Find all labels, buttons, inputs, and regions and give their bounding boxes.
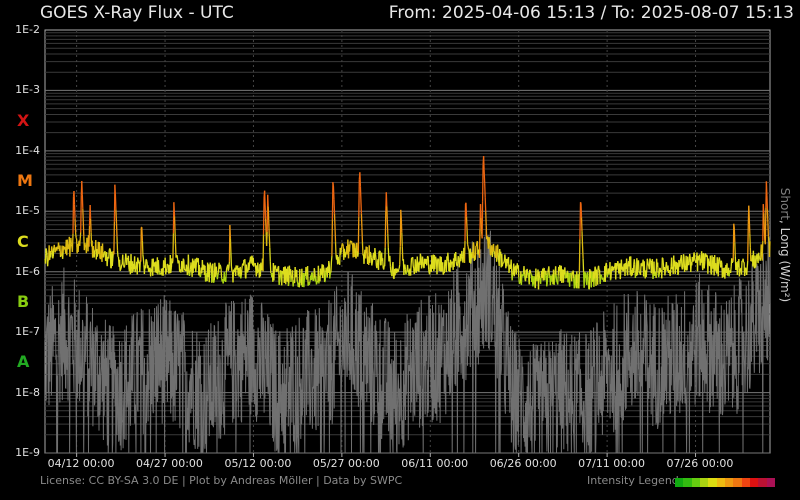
- chart-title: GOES X-Ray Flux - UTC: [40, 3, 234, 23]
- legend-swatch: [749, 478, 759, 487]
- y-tick-label: 1E-5: [15, 204, 40, 218]
- y-tick-label: 1E-6: [15, 264, 40, 278]
- legend-swatch: [716, 478, 725, 487]
- flare-class-x: X: [17, 110, 30, 130]
- short-channel-line: [44, 229, 771, 454]
- legend-swatch: [758, 478, 767, 487]
- flare-class-a: A: [17, 352, 30, 372]
- legend-swatch: [675, 478, 684, 487]
- y-axis-title-short: Short: [778, 187, 792, 220]
- x-tick-label: 07/26 00:00: [666, 457, 734, 470]
- legend-swatch: [699, 478, 709, 487]
- y-axis-title-long: Long (W/m²): [778, 227, 792, 303]
- legend-swatch: [724, 478, 734, 487]
- y-axis-title: Short, Long (W/m²): [778, 188, 792, 302]
- x-tick-label: 05/27 00:00: [312, 457, 380, 470]
- y-tick-label: 1E-4: [15, 143, 40, 157]
- flare-class-b: B: [17, 291, 30, 311]
- x-tick-label: 06/11 00:00: [401, 457, 469, 470]
- flare-class-m: M: [17, 171, 33, 191]
- x-tick-label: 05/12 00:00: [224, 457, 292, 470]
- intensity-legend-bar: [675, 478, 775, 487]
- x-tick-label: 04/27 00:00: [136, 457, 203, 470]
- x-tick-label: 04/12 00:00: [47, 457, 115, 470]
- long-channel-line: [44, 156, 771, 290]
- y-tick-label: 1E-8: [15, 385, 40, 399]
- x-tick-label: 07/11 00:00: [578, 457, 646, 470]
- legend-swatch: [708, 478, 717, 487]
- legend-swatch: [691, 478, 700, 487]
- credits: License: CC BY-SA 3.0 DE | Plot by Andre…: [40, 474, 403, 487]
- legend-swatch: [766, 478, 775, 487]
- legend-swatch: [733, 478, 742, 487]
- intensity-legend-label: Intensity Legend: [587, 474, 679, 487]
- y-axis-title-separator: ,: [778, 219, 792, 228]
- legend-swatch: [683, 478, 692, 487]
- y-tick-label: 1E-9: [15, 446, 40, 459]
- y-tick-label: 1E-3: [15, 83, 40, 97]
- y-tick-label: 1E-2: [15, 23, 40, 36]
- y-tick-label: 1E-7: [15, 325, 40, 339]
- flare-class-c: C: [17, 231, 29, 251]
- x-tick-label: 06/26 00:00: [489, 457, 557, 470]
- time-range: From: 2025-04-06 15:13 / To: 2025-08-07 …: [388, 3, 794, 23]
- legend-swatch: [741, 478, 750, 487]
